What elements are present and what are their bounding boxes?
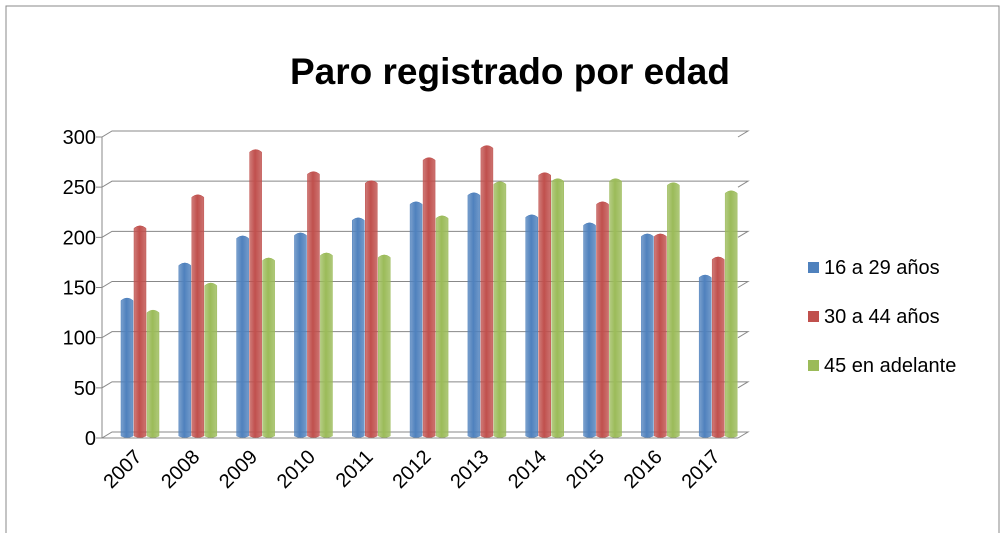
bar xyxy=(493,181,507,438)
bar xyxy=(654,233,667,438)
bar xyxy=(667,182,680,438)
bar xyxy=(378,254,391,438)
bar xyxy=(435,215,449,438)
bar xyxy=(711,256,725,438)
y-tick-label: 300 xyxy=(63,127,96,149)
bar xyxy=(133,225,147,438)
bar xyxy=(352,217,365,438)
y-tick-label: 150 xyxy=(63,278,96,300)
chart-title: Paro registrado por edad xyxy=(290,51,730,92)
bar xyxy=(409,201,423,438)
y-tick-label: 50 xyxy=(74,378,96,400)
legend-swatch xyxy=(808,262,819,273)
bar xyxy=(551,178,564,438)
bar xyxy=(294,232,307,438)
legend-label: 30 a 44 años xyxy=(824,306,940,328)
y-tick-label: 100 xyxy=(63,328,96,350)
bar xyxy=(724,190,738,438)
legend-swatch xyxy=(808,360,819,371)
bar xyxy=(480,145,494,438)
bar xyxy=(204,282,218,438)
bar xyxy=(422,157,436,438)
legend-swatch xyxy=(808,311,819,322)
y-tick-label: 0 xyxy=(85,428,96,450)
bar xyxy=(641,233,654,438)
grid-line xyxy=(96,230,750,238)
grid-line xyxy=(96,381,750,389)
grid-line xyxy=(96,331,750,339)
bar xyxy=(538,172,551,438)
bar xyxy=(583,222,596,438)
legend-label: 45 en adelante xyxy=(824,355,956,377)
grid-line xyxy=(96,281,750,288)
bar xyxy=(120,297,134,438)
grid-line xyxy=(96,431,750,439)
bar xyxy=(320,252,333,438)
grid-line xyxy=(96,180,750,188)
bar xyxy=(596,201,609,438)
bar xyxy=(146,309,160,438)
bar xyxy=(249,149,262,438)
y-tick-label: 250 xyxy=(63,177,96,199)
bar xyxy=(525,214,538,438)
bar xyxy=(365,180,378,438)
y-tick-label: 200 xyxy=(63,227,96,249)
bar xyxy=(467,192,481,438)
bar xyxy=(178,262,192,438)
legend-label: 16 a 29 años xyxy=(824,257,940,279)
bar xyxy=(698,274,712,438)
bar xyxy=(609,178,622,438)
bar xyxy=(307,171,320,438)
grid-line xyxy=(96,130,750,138)
bar xyxy=(236,235,249,438)
bar xyxy=(191,194,205,438)
bar xyxy=(262,257,275,438)
